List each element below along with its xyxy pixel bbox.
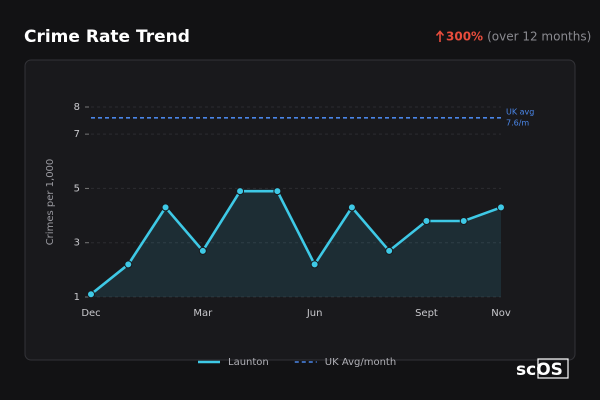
chart-title: Crime Rate Trend (24, 27, 190, 47)
area (91, 191, 501, 297)
point (310, 260, 319, 269)
y-tick-label: 1 (74, 292, 80, 303)
y-tick-label: 7 (74, 129, 80, 140)
logo-text: scOS (516, 360, 563, 380)
x-tick-label: Sept (415, 308, 438, 319)
chart-panel (24, 59, 576, 361)
point (87, 290, 95, 299)
point (385, 246, 394, 255)
x-tick-label: Mar (193, 308, 213, 319)
y-tick-label: 5 (74, 183, 80, 194)
y-tick-label: 8 (74, 102, 80, 113)
x-tick-label: Dec (81, 308, 100, 319)
legend-label: UK Avg/month (325, 357, 396, 368)
logo: scOS (516, 358, 569, 380)
point (347, 203, 356, 212)
point (422, 217, 431, 225)
y-axis-label: Crimes per 1,000 (45, 159, 56, 246)
up-arrow (435, 30, 445, 42)
point (236, 187, 245, 196)
annotation: UK avg (506, 107, 534, 116)
logo-box (537, 358, 569, 379)
change: 300% (446, 30, 483, 44)
change-note: (over 12 months) (487, 30, 591, 44)
x-tick-label: Jun (306, 308, 323, 319)
y-tick-label: 3 (74, 238, 80, 249)
x-tick-label: Nov (491, 308, 511, 319)
point (459, 217, 468, 225)
point (161, 203, 170, 212)
point (497, 203, 505, 212)
point (273, 187, 282, 196)
point (198, 246, 207, 255)
line (90, 189, 502, 296)
annotation: 7.6/m (506, 118, 529, 127)
point (124, 260, 133, 269)
legend-label: Launton (228, 357, 269, 368)
